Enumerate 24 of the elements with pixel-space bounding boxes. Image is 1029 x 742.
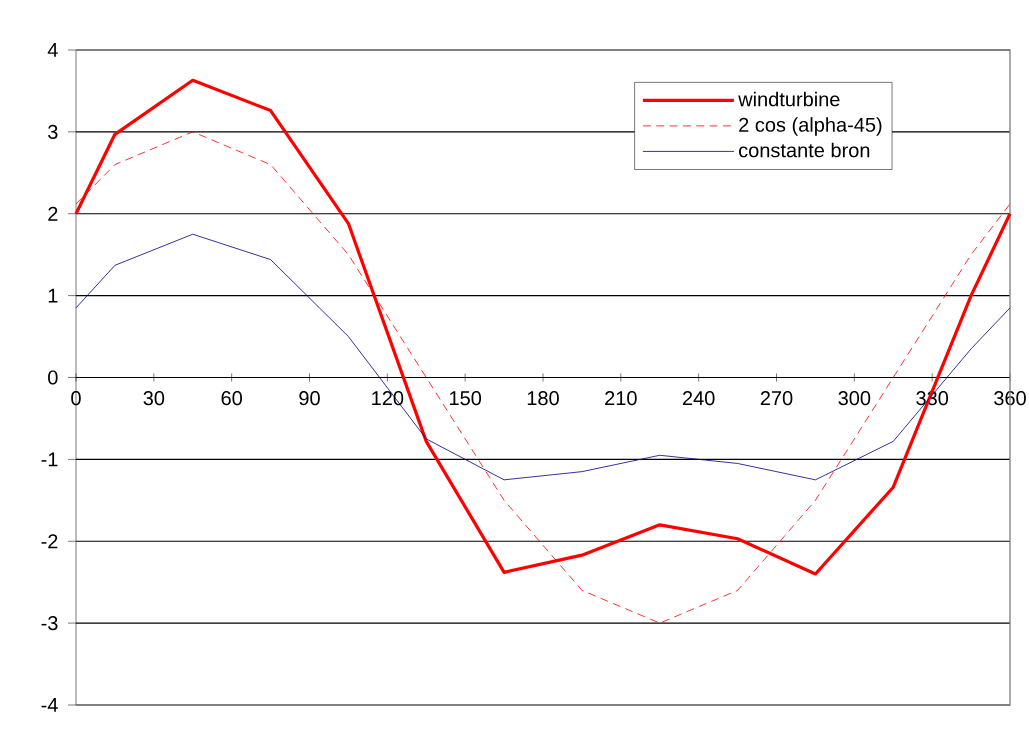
legend-label: windturbine (738, 91, 840, 107)
y-tick-label: -3 (41, 616, 58, 631)
x-tick-label: 120 (372, 391, 404, 406)
x-tick-label: 0 (71, 391, 81, 406)
legend-label: 2 cos (alpha-45) (739, 117, 882, 136)
x-tick-label: 60 (221, 391, 242, 406)
x-tick-label: 300 (838, 391, 871, 406)
y-tick-label: 3 (48, 124, 58, 139)
y-tick-label: -1 (41, 452, 58, 467)
y-tick-label: -2 (41, 534, 58, 549)
x-tick-label: 210 (605, 391, 637, 406)
x-tick-label: 360 (994, 391, 1026, 406)
y-tick-label: -4 (41, 698, 58, 712)
x-tick-label: 180 (527, 391, 559, 406)
x-tick-label: 90 (299, 391, 320, 406)
x-tick-label: 270 (760, 391, 793, 406)
legend-label: constante bron (739, 142, 870, 158)
y-tick-label: 0 (48, 370, 58, 385)
y-tick-label: 4 (47, 43, 58, 57)
y-tick-label: 1 (48, 288, 58, 303)
x-tick-label: 30 (143, 391, 165, 406)
x-tick-label: 150 (450, 391, 482, 406)
y-tick-label: 2 (48, 206, 58, 221)
x-tick-label: 240 (682, 391, 715, 406)
